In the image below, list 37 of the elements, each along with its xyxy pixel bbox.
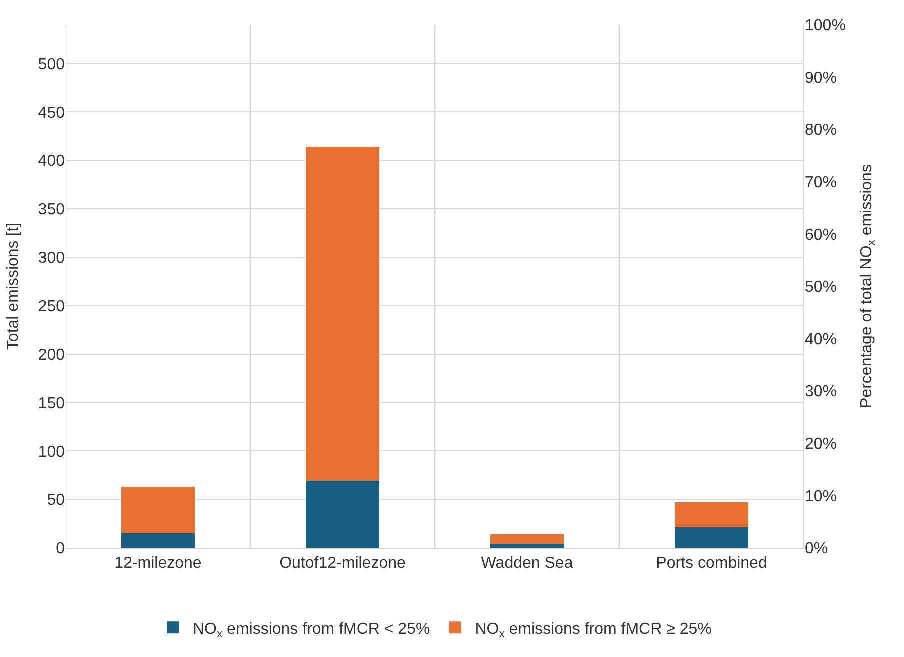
y-tick-label: 100 <box>38 444 66 461</box>
y-tick-label: 450 <box>38 104 66 122</box>
y2-tick-label: 40% <box>805 331 838 348</box>
x-tick-label: 12-milezone <box>114 555 202 572</box>
y-tick-label: 200 <box>38 346 66 364</box>
legend-label: NO$_{x}$ emissions from fMCR ≥ 25% <box>475 620 712 640</box>
y-tick-label: 0 <box>56 540 66 558</box>
y2-tick-label: 60% <box>805 226 838 244</box>
y2-tick-label: 90% <box>805 70 838 87</box>
y-tick-label: 150 <box>38 395 66 412</box>
y-tick-label: 300 <box>38 250 66 268</box>
y-tick-label: 500 <box>38 56 66 74</box>
bar <box>306 481 380 548</box>
y-tick-label: 50 <box>47 492 66 510</box>
legend-label: NO$_{x}$ emissions from fMCR < 25% <box>193 620 430 640</box>
bar <box>306 147 380 482</box>
y-axis-title: Total emissions [t] <box>5 222 22 350</box>
x-tick-label: Ports combined <box>656 555 768 572</box>
bar <box>121 533 196 548</box>
y2-tick-label: 10% <box>805 488 838 506</box>
y2-tick-label: 30% <box>805 384 838 401</box>
y2-tick-label: 70% <box>805 174 838 192</box>
y2-tick-label: 0% <box>805 540 828 558</box>
x-tick-label: Outof12-milezone <box>280 555 406 572</box>
bar <box>490 544 564 548</box>
bar <box>674 502 749 528</box>
x-tick-label: Wadden Sea <box>481 555 574 572</box>
y2-tick-label: 100% <box>805 18 846 35</box>
y-tick-label: 350 <box>38 202 66 219</box>
bar <box>674 528 749 548</box>
y2-tick-label: 20% <box>805 436 838 453</box>
y-tick-label: 250 <box>38 298 66 316</box>
bar <box>490 534 564 544</box>
bar <box>121 486 196 534</box>
y2-tick-label: 80% <box>805 122 838 140</box>
y2-tick-label: 50% <box>805 279 838 296</box>
y-tick-label: 400 <box>38 153 66 170</box>
